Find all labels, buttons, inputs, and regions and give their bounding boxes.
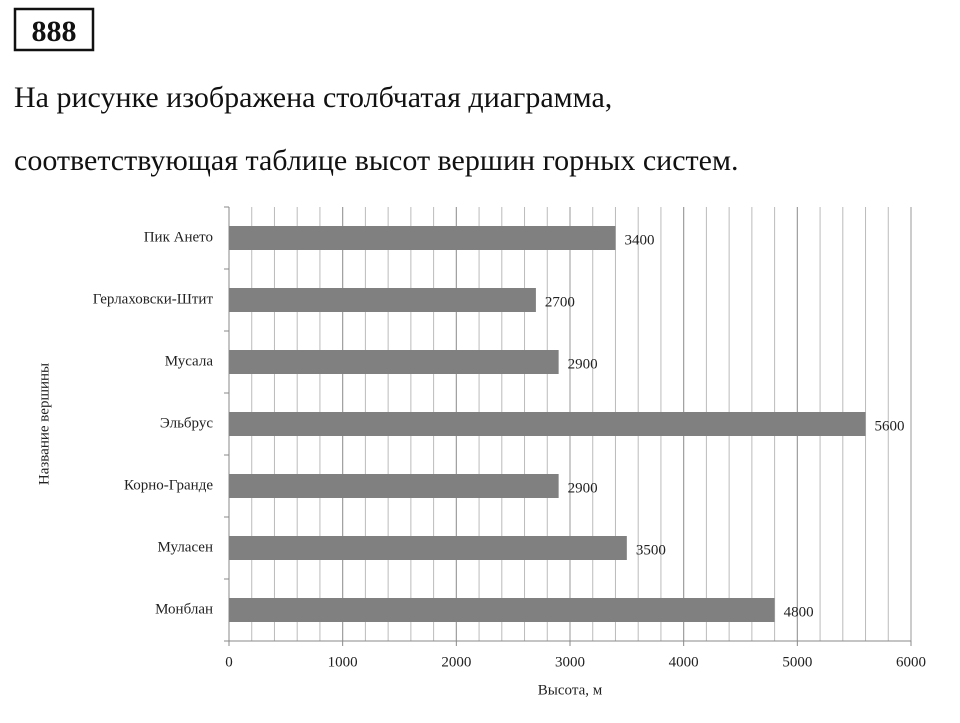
y-tick-label: Мусала xyxy=(165,353,214,369)
data-label: 5600 xyxy=(875,418,905,434)
x-tick-label: 4000 xyxy=(669,654,699,670)
bar xyxy=(229,474,559,498)
y-tick-label: Пик Ането xyxy=(144,229,213,245)
bar xyxy=(229,536,627,560)
x-tick-label: 3000 xyxy=(555,654,585,670)
data-label: 2900 xyxy=(568,480,598,496)
problem-number: 888 xyxy=(32,15,77,48)
x-tick-label: 0 xyxy=(225,654,233,670)
bar xyxy=(229,288,536,312)
problem-text: На рисунке изображена столбчатая диаграм… xyxy=(14,81,612,114)
y-axis-label: Название вершины xyxy=(36,363,52,485)
x-tick-label: 5000 xyxy=(782,654,812,670)
data-label: 3400 xyxy=(624,232,654,248)
y-tick-label: Монблан xyxy=(155,601,213,617)
data-label: 3500 xyxy=(636,542,666,558)
problem-text: соответствующая таблице высот вершин гор… xyxy=(14,144,738,177)
x-tick-label: 1000 xyxy=(328,654,358,670)
bar xyxy=(229,350,559,374)
data-label: 2900 xyxy=(568,356,598,372)
bar xyxy=(229,598,775,622)
y-tick-label: Корно-Гранде xyxy=(124,477,213,493)
number-box xyxy=(13,7,95,52)
y-tick-label: Муласен xyxy=(158,539,213,555)
x-tick-label: 6000 xyxy=(896,654,926,670)
x-tick-label: 2000 xyxy=(441,654,471,670)
y-tick-label: Герлаховски-Штит xyxy=(93,291,214,307)
y-tick-label: Эльбрус xyxy=(160,415,213,431)
data-label: 4800 xyxy=(784,604,814,620)
bar xyxy=(229,226,616,250)
x-axis-label: Высота, м xyxy=(538,682,603,698)
data-label: 2700 xyxy=(545,294,575,310)
bar xyxy=(229,412,866,436)
